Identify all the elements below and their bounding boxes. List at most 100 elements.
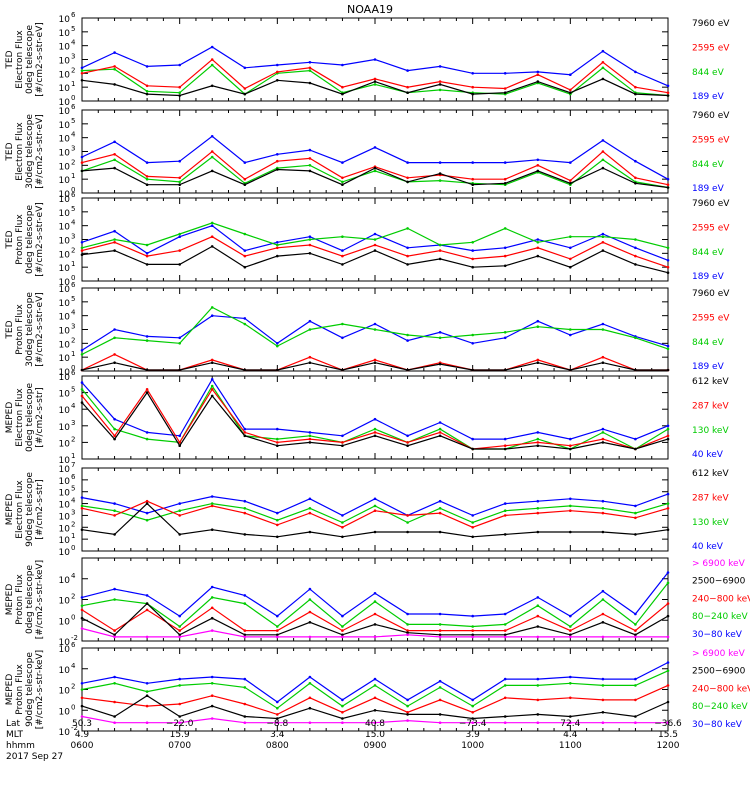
data-point — [276, 70, 279, 74]
data-point — [666, 271, 670, 275]
series-line — [81, 670, 669, 709]
data-point — [666, 700, 670, 704]
data-point — [145, 391, 149, 394]
data-point — [373, 322, 377, 326]
data-point — [80, 528, 84, 531]
data-point — [471, 241, 475, 244]
data-point — [503, 612, 507, 616]
data-point — [569, 530, 572, 534]
ephemeris-value: −8.8 — [266, 719, 288, 729]
y-axis-label: TED Proton Flux 0deg telescope [#/cm2-s-str… — [5, 202, 45, 277]
data-point — [145, 84, 149, 88]
data-point — [471, 625, 475, 628]
data-point — [601, 441, 605, 444]
data-point — [341, 698, 344, 702]
data-point — [406, 704, 409, 708]
y-tick-label: 10 — [59, 149, 71, 159]
data-point — [536, 614, 540, 618]
y-label-line: 30deg telescope — [25, 114, 35, 189]
y-tick-exponent: 5 — [71, 295, 75, 303]
data-point — [569, 235, 572, 238]
data-point — [438, 88, 442, 92]
data-point — [601, 677, 605, 681]
data-point — [634, 85, 637, 89]
data-point — [243, 183, 247, 186]
data-point — [145, 252, 149, 255]
data-point — [373, 696, 377, 700]
data-point — [438, 511, 442, 515]
data-point — [308, 431, 312, 434]
y-tick-label: 10 — [59, 57, 71, 67]
y-label-line: [#/cm2-s-str-eV] — [35, 114, 45, 189]
data-point — [113, 238, 116, 241]
data-point — [210, 224, 214, 227]
y-tick-label: 10 — [59, 477, 71, 487]
data-point — [666, 246, 670, 250]
data-point — [80, 69, 84, 72]
data-point — [276, 159, 279, 163]
data-point — [276, 700, 279, 704]
data-point — [536, 80, 540, 83]
legend-entry: 130 keV — [692, 518, 729, 528]
data-point — [276, 511, 279, 515]
data-point — [308, 252, 312, 255]
data-point — [471, 92, 475, 96]
data-point — [80, 696, 84, 700]
data-point — [406, 713, 409, 716]
data-point — [569, 161, 572, 164]
y-tick-exponent: 0 — [71, 94, 75, 102]
data-point — [243, 594, 247, 597]
ephemeris-value: 3.9 — [466, 730, 481, 740]
data-point — [536, 441, 540, 444]
y-tick-exponent: 0 — [71, 274, 75, 282]
data-point — [243, 721, 247, 724]
legend-entry: 130 keV — [692, 426, 729, 436]
data-point — [471, 526, 475, 529]
y-tick-exponent: 1 — [71, 80, 75, 88]
y-label-line: Electron Flux — [15, 122, 25, 181]
data-point — [601, 66, 605, 70]
data-point — [471, 721, 475, 724]
data-point — [276, 427, 279, 431]
data-point — [308, 169, 312, 173]
data-point — [536, 596, 540, 599]
data-point — [145, 511, 149, 515]
data-point — [276, 441, 279, 444]
data-point — [210, 596, 214, 599]
data-point — [80, 241, 84, 244]
ephemeris-row-label: hhmm — [6, 741, 35, 751]
data-point — [276, 721, 279, 724]
data-point — [276, 444, 279, 448]
y-tick-exponent: -2 — [71, 724, 78, 732]
data-point — [438, 83, 442, 86]
data-point — [438, 633, 442, 637]
y-axis-label: TED Proton Flux 30deg telescope [#/cm2-s-st… — [5, 292, 45, 367]
legend-entry: 2500−6900 — [692, 667, 746, 677]
data-point — [243, 66, 247, 70]
y-tick-exponent: 2 — [71, 683, 75, 691]
legend-entry: 844 eV — [692, 160, 725, 170]
ephemeris-value: 15.5 — [658, 730, 678, 740]
ephemeris-row-label: MLT — [6, 730, 24, 740]
data-point — [471, 85, 475, 89]
y-label-line: [#/cm2-s-str-keV] — [35, 650, 45, 729]
data-point — [243, 715, 247, 718]
data-point — [308, 355, 312, 359]
data-point — [666, 684, 670, 687]
data-point — [145, 437, 149, 441]
data-point — [373, 417, 377, 421]
data-point — [503, 444, 507, 448]
data-point — [113, 336, 116, 340]
data-point — [373, 166, 377, 170]
data-point — [503, 633, 507, 637]
data-point — [145, 161, 149, 164]
y-tick-label: 10 — [59, 489, 71, 499]
y-tick-label: 10 — [59, 98, 71, 108]
data-point — [536, 677, 540, 681]
ephemeris-value: 3.4 — [270, 730, 285, 740]
data-point — [373, 530, 377, 534]
data-point — [80, 72, 84, 75]
data-point — [113, 682, 116, 685]
data-point — [601, 711, 605, 714]
